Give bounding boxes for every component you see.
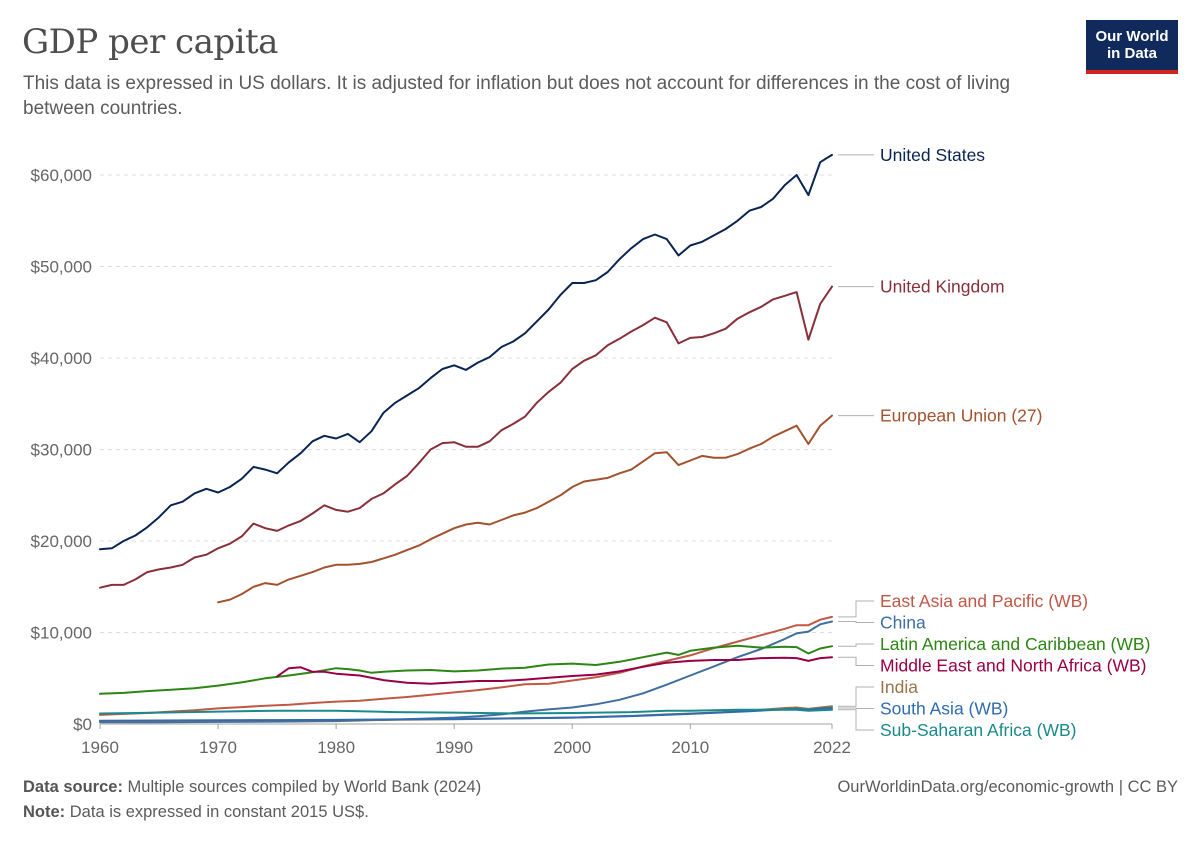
series-label-european-union-27: European Union (27) xyxy=(880,406,1042,426)
series-label-china: China xyxy=(880,613,926,633)
series-label-sub-saharan-africa-wb: Sub-Saharan Africa (WB) xyxy=(880,720,1076,740)
x-axis-ticks: 1960 1970 1980 1990 2000 2010 2022 xyxy=(81,724,851,757)
label-connector-sub-saharan-africa-wb xyxy=(838,709,874,731)
series-lines xyxy=(99,153,833,724)
series-line-european-union-27 xyxy=(217,414,833,604)
series-label-india: India xyxy=(880,677,918,697)
series-line-east-asia-and-pacific-wb xyxy=(99,615,833,716)
series-label-south-asia-wb: South Asia (WB) xyxy=(880,699,1008,719)
series-label-middle-east-and-north-africa-wb: Middle East and North Africa (WB) xyxy=(880,656,1146,676)
series-label-east-asia-and-pacific-wb: East Asia and Pacific (WB) xyxy=(880,591,1088,611)
source-url[interactable]: OurWorldinData.org/economic-growth | CC … xyxy=(837,778,1178,796)
label-connector-china xyxy=(838,621,874,623)
grid-lines xyxy=(100,174,832,725)
y-tick-label: $10,000 xyxy=(31,624,92,643)
series-line-united-states xyxy=(99,153,833,551)
x-tick-label: 2022 xyxy=(813,738,851,757)
data-note-text: Data is expressed in constant 2015 US$. xyxy=(69,803,369,821)
x-tick-label: 1970 xyxy=(199,738,237,757)
series-label-united-states: United States xyxy=(880,145,985,165)
y-tick-label: $20,000 xyxy=(31,532,92,551)
data-note: Note: Data is expressed in constant 2015… xyxy=(23,803,369,822)
y-tick-label: $30,000 xyxy=(31,441,92,460)
series-line-sub-saharan-africa-wb xyxy=(99,708,833,715)
x-tick-label: 2010 xyxy=(671,738,709,757)
x-tick-label: 1980 xyxy=(317,738,355,757)
y-tick-label: $50,000 xyxy=(31,258,92,277)
series-label-united-kingdom: United Kingdom xyxy=(880,277,1005,297)
chart-subtitle: This data is expressed in US dollars. It… xyxy=(23,73,1011,119)
owid-logo[interactable]: Our World in Data xyxy=(1086,20,1178,74)
y-tick-label: $40,000 xyxy=(31,349,92,368)
chart-title: GDP per capita xyxy=(22,22,278,62)
series-line-middle-east-and-north-africa-wb xyxy=(276,656,833,685)
label-connector-south-asia-wb xyxy=(838,707,874,709)
series-line-united-kingdom xyxy=(99,285,833,589)
y-tick-label: $0 xyxy=(73,715,92,734)
y-axis-ticks: $0 $10,000 $20,000 $30,000 $40,000 $50,000 $60… xyxy=(31,166,92,734)
data-source-text: Multiple sources compiled by World Bank … xyxy=(127,778,482,796)
data-source-label: Data source: xyxy=(23,778,123,796)
series-line-latin-america-and-caribbean-wb xyxy=(99,644,833,695)
series-label-latin-america-and-caribbean-wb: Latin America and Caribbean (WB) xyxy=(880,634,1150,654)
label-connector-middle-east-and-north-africa-wb xyxy=(838,656,874,666)
label-connector-india xyxy=(838,686,874,707)
x-tick-label: 1990 xyxy=(435,738,473,757)
data-note-label: Note: xyxy=(23,803,66,821)
x-tick-label: 2000 xyxy=(553,738,591,757)
label-connector-east-asia-and-pacific-wb xyxy=(838,600,874,618)
label-connector-latin-america-and-caribbean-wb xyxy=(838,643,874,647)
y-tick-label: $60,000 xyxy=(31,166,92,185)
data-source: Data source: Multiple sources compiled b… xyxy=(23,778,481,797)
series-labels: United States United Kingdom European Unio… xyxy=(838,145,1150,740)
x-tick-label: 1960 xyxy=(81,738,119,757)
